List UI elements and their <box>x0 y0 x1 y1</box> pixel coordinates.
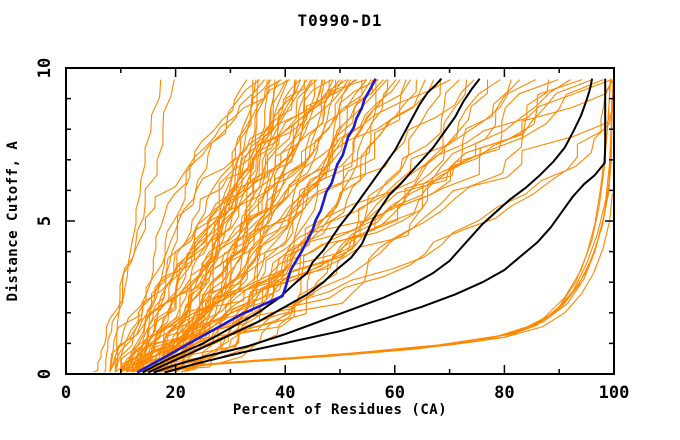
selected-curve-1 <box>142 78 443 374</box>
server-model-curve <box>109 79 296 372</box>
y-tick-label: 10 <box>35 58 55 78</box>
reference-curve <box>136 78 377 374</box>
server-model-curve <box>136 79 460 372</box>
curves-layer <box>93 78 614 374</box>
tick-labels: 0 20 40 60 80 100 0 5 10 <box>35 58 629 403</box>
y-axis-label: Distance Cutoff, A <box>5 141 21 302</box>
server-model-curve <box>180 79 316 373</box>
server-model-curve <box>153 79 614 373</box>
server-model-curve <box>142 79 323 372</box>
selected-curve-4 <box>164 78 607 374</box>
y-tick-label: 5 <box>35 216 55 226</box>
server-model-curve <box>180 79 326 373</box>
y-tick-label: 0 <box>35 369 55 379</box>
x-tick-label: 0 <box>61 383 71 403</box>
server-model-curve <box>114 79 248 372</box>
server-model-curve <box>153 79 377 373</box>
server-model-curve <box>125 79 417 373</box>
server-model-curve <box>131 79 489 373</box>
server-model-curve <box>125 79 379 373</box>
server-model-curve <box>126 79 475 373</box>
x-tick-label: 20 <box>165 383 185 403</box>
server-model-curve-flat <box>134 141 612 371</box>
server-model-curve <box>175 79 388 373</box>
server-model-curve <box>93 79 162 373</box>
x-tick-label: 80 <box>494 383 514 403</box>
selected-curve-3 <box>153 78 594 374</box>
server-model-curve <box>136 79 257 372</box>
x-tick-label: 60 <box>385 383 405 403</box>
server-model-curve <box>142 79 614 372</box>
server-model-curve <box>125 79 312 373</box>
axis-ticks <box>65 67 615 375</box>
server-model-curve <box>120 79 451 373</box>
server-model-curve <box>103 79 175 373</box>
server-model-curve <box>109 79 305 373</box>
x-tick-label: 100 <box>599 383 630 403</box>
selected-curve-2 <box>147 78 481 374</box>
x-axis-label: Percent of Residues (CA) <box>233 402 447 418</box>
server-model-curve <box>109 79 272 372</box>
server-model-curve-flat <box>153 193 613 369</box>
server-model-curve <box>125 79 550 373</box>
server-model-curve <box>114 79 337 372</box>
chart-title: T0990-D1 <box>297 11 382 30</box>
x-tick-label: 40 <box>275 383 295 403</box>
server-model-curve <box>148 79 384 373</box>
server-model-curve <box>109 79 282 373</box>
